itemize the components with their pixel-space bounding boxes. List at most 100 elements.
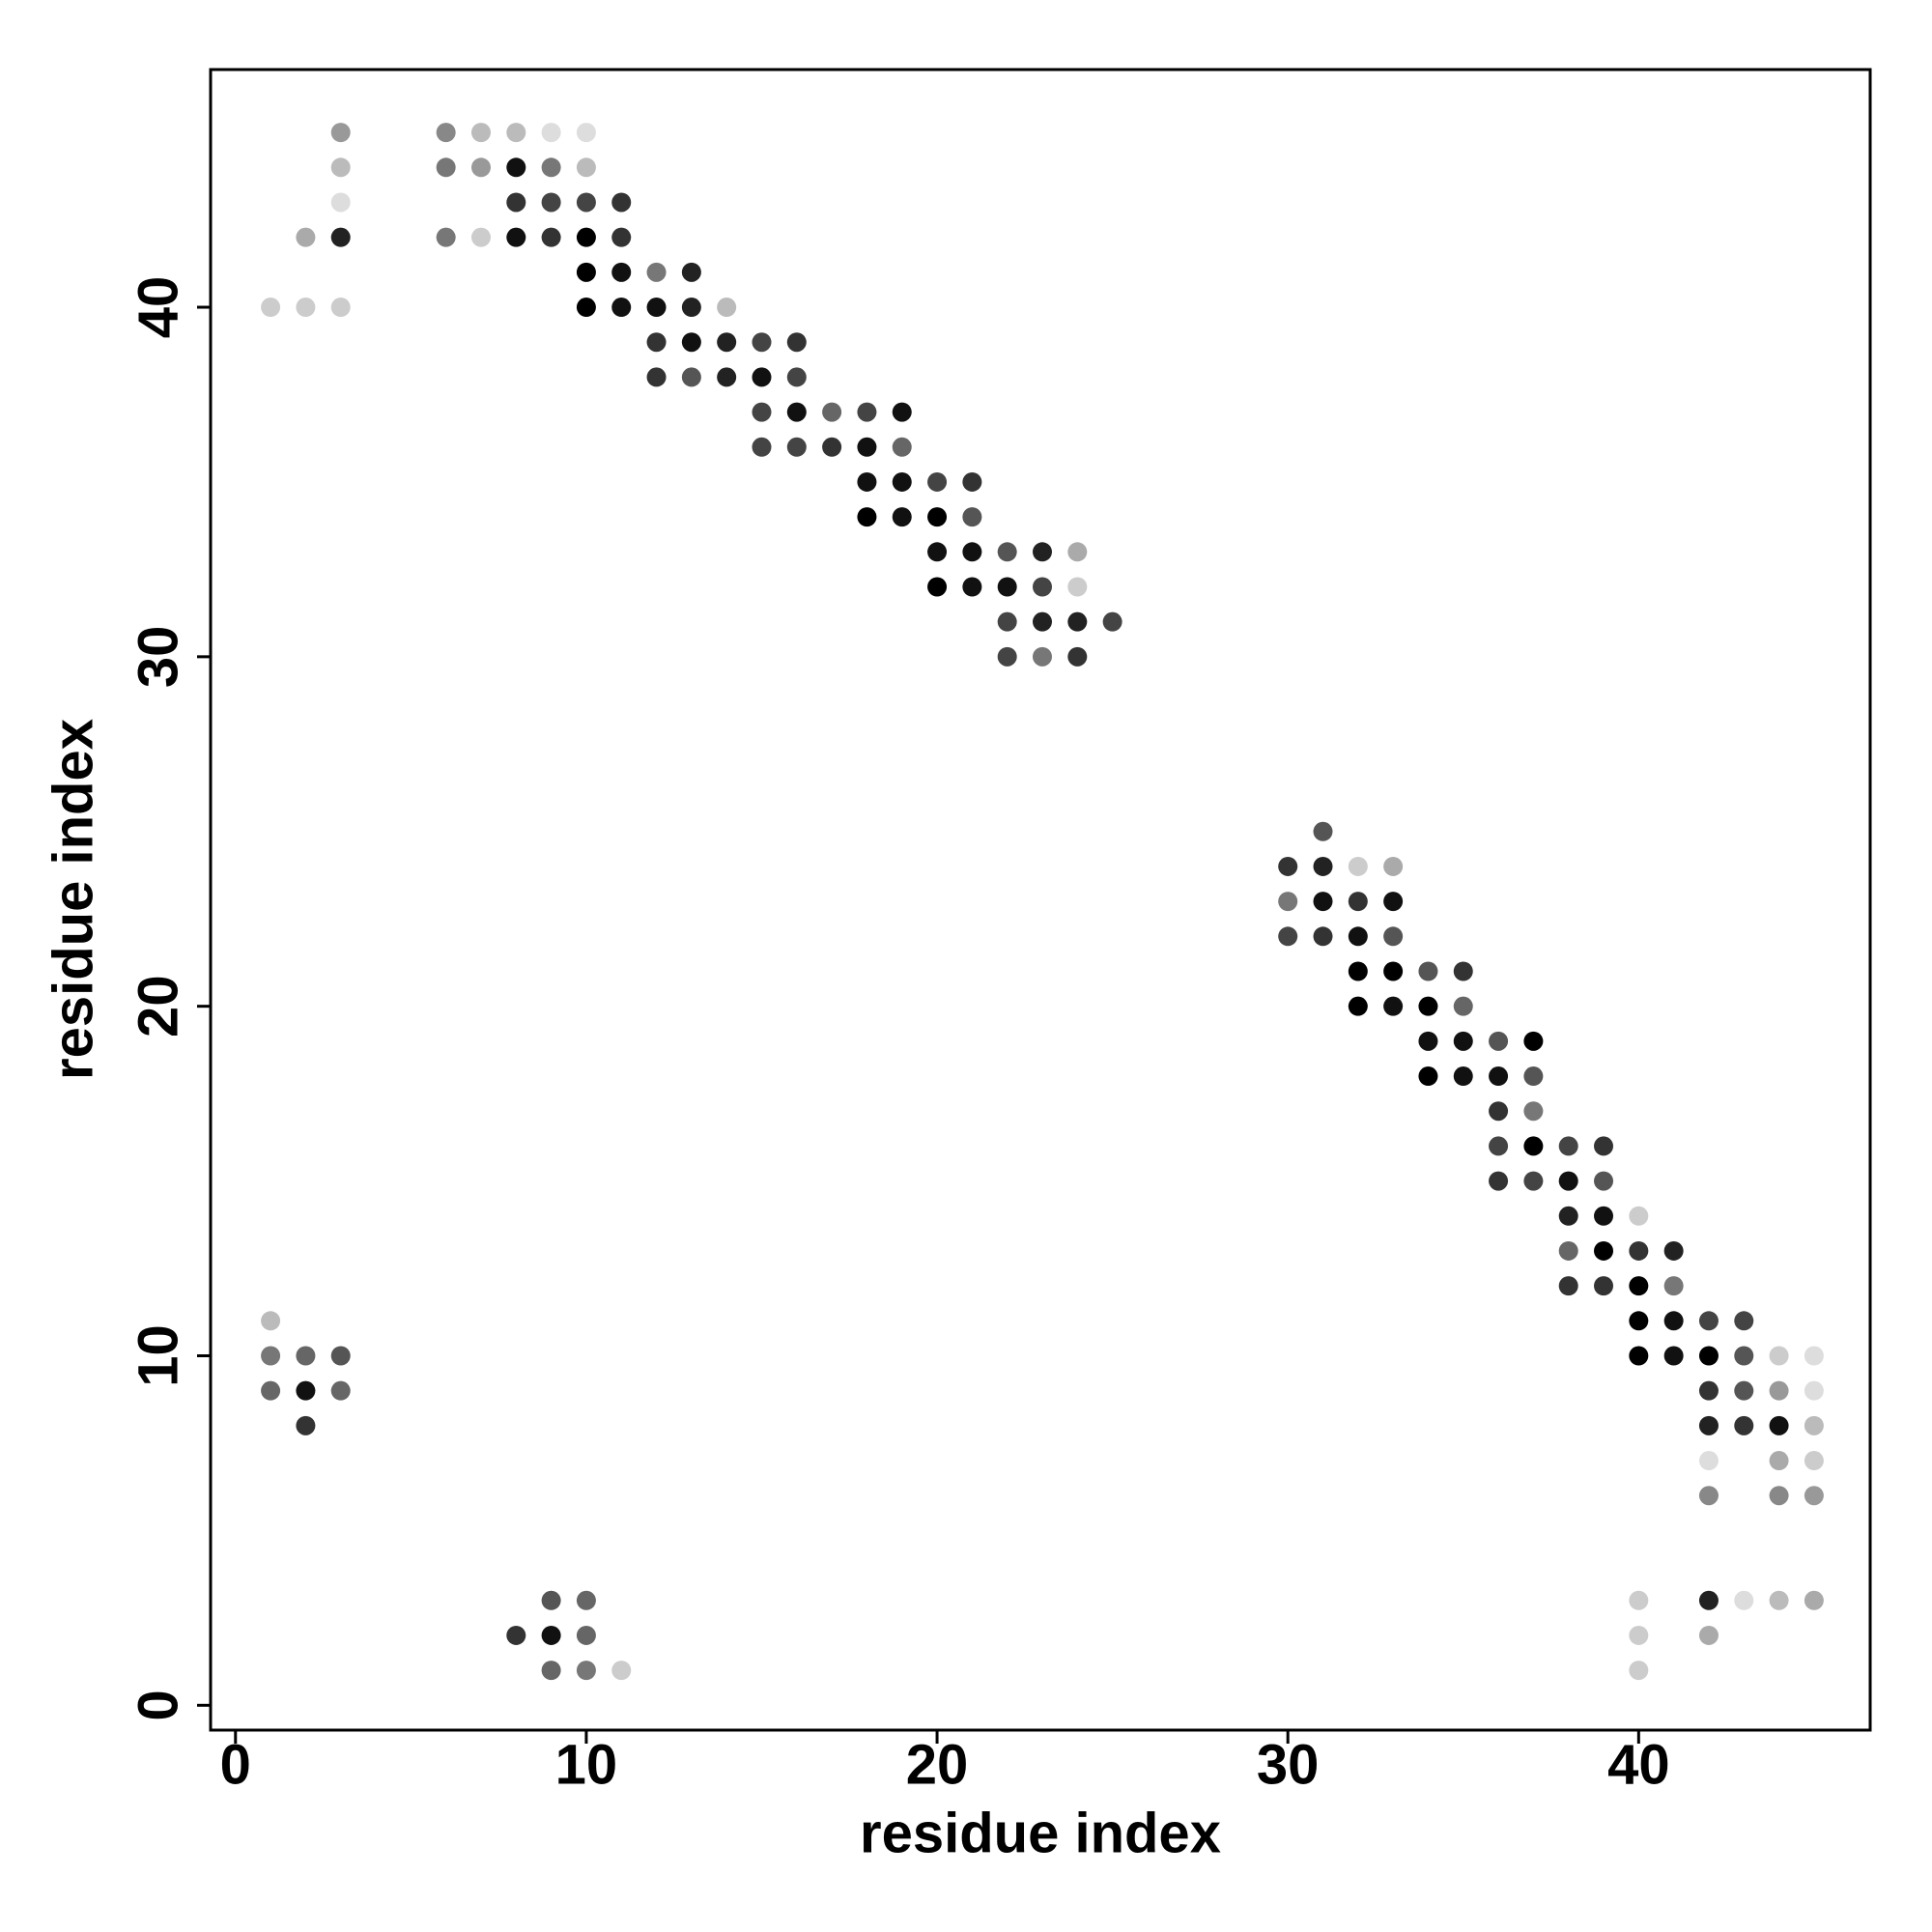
point <box>1313 892 1333 912</box>
point <box>1453 961 1473 981</box>
point <box>506 192 526 213</box>
point <box>857 437 877 457</box>
point <box>1594 1206 1614 1226</box>
point <box>1698 1451 1719 1471</box>
point <box>1769 1380 1789 1401</box>
point <box>1523 1136 1544 1156</box>
point <box>1383 856 1404 876</box>
point <box>296 1415 316 1435</box>
plot-frame <box>209 68 1872 1732</box>
point <box>1629 1625 1649 1645</box>
point <box>927 507 948 527</box>
point <box>576 157 596 178</box>
x-tick-label: 40 <box>1607 1733 1670 1796</box>
y-tick-label: 0 <box>127 1690 189 1720</box>
point <box>1734 1346 1754 1366</box>
point <box>1734 1380 1754 1401</box>
point <box>1383 996 1404 1016</box>
point <box>717 367 737 387</box>
point <box>296 1346 316 1366</box>
point <box>1489 1136 1509 1156</box>
point <box>786 402 807 422</box>
point <box>962 542 982 562</box>
point <box>1032 542 1052 562</box>
point <box>576 298 596 318</box>
point <box>541 227 561 247</box>
point <box>576 123 596 143</box>
point <box>330 192 351 213</box>
point <box>1383 926 1404 947</box>
x-axis-title: residue index <box>860 1802 1221 1864</box>
point <box>997 611 1017 632</box>
point <box>717 298 737 318</box>
ticks: 0 10 20 30 40 0 10 20 30 40 <box>127 276 1669 1797</box>
point <box>857 471 877 492</box>
point <box>261 298 281 318</box>
point <box>786 437 807 457</box>
point <box>752 437 772 457</box>
point <box>541 123 561 143</box>
point <box>1453 1031 1473 1051</box>
point <box>576 262 596 282</box>
point <box>1313 821 1333 841</box>
point <box>296 298 316 318</box>
point <box>681 298 701 318</box>
point <box>1558 1171 1578 1191</box>
point <box>1804 1415 1824 1435</box>
point <box>576 227 596 247</box>
point <box>296 1380 316 1401</box>
point <box>681 262 701 282</box>
point <box>541 1625 561 1645</box>
point <box>1418 961 1438 981</box>
point <box>1067 542 1088 562</box>
point <box>1558 1206 1578 1226</box>
point <box>1663 1276 1684 1296</box>
point <box>1489 1171 1509 1191</box>
point <box>1489 1031 1509 1051</box>
point <box>681 367 701 387</box>
point <box>927 542 948 562</box>
point <box>1032 646 1052 667</box>
point <box>962 577 982 597</box>
point <box>1523 1171 1544 1191</box>
point <box>1067 646 1088 667</box>
point <box>892 402 912 422</box>
point <box>1383 892 1404 912</box>
point <box>752 367 772 387</box>
point <box>1698 1590 1719 1610</box>
point <box>857 402 877 422</box>
point <box>1453 996 1473 1016</box>
point <box>576 1590 596 1610</box>
point <box>1629 1590 1649 1610</box>
point <box>1629 1240 1649 1261</box>
y-tick-label: 30 <box>127 626 189 689</box>
point <box>1629 1346 1649 1366</box>
point <box>1629 1311 1649 1331</box>
point <box>541 1590 561 1610</box>
point <box>1348 961 1368 981</box>
point <box>857 507 877 527</box>
point <box>436 227 456 247</box>
point <box>541 1661 561 1681</box>
point <box>576 1661 596 1681</box>
point <box>261 1311 281 1331</box>
point <box>506 227 526 247</box>
point <box>1418 1066 1438 1087</box>
point <box>1594 1136 1614 1156</box>
point <box>962 471 982 492</box>
point <box>1769 1415 1789 1435</box>
point <box>470 157 491 178</box>
point <box>1383 961 1404 981</box>
point <box>997 542 1017 562</box>
point <box>576 1625 596 1645</box>
point <box>470 227 491 247</box>
point <box>1067 577 1088 597</box>
point <box>646 332 667 353</box>
y-tick-label: 10 <box>127 1324 189 1387</box>
point <box>1734 1311 1754 1331</box>
point <box>997 646 1017 667</box>
point <box>892 437 912 457</box>
point <box>611 1661 632 1681</box>
point <box>646 262 667 282</box>
